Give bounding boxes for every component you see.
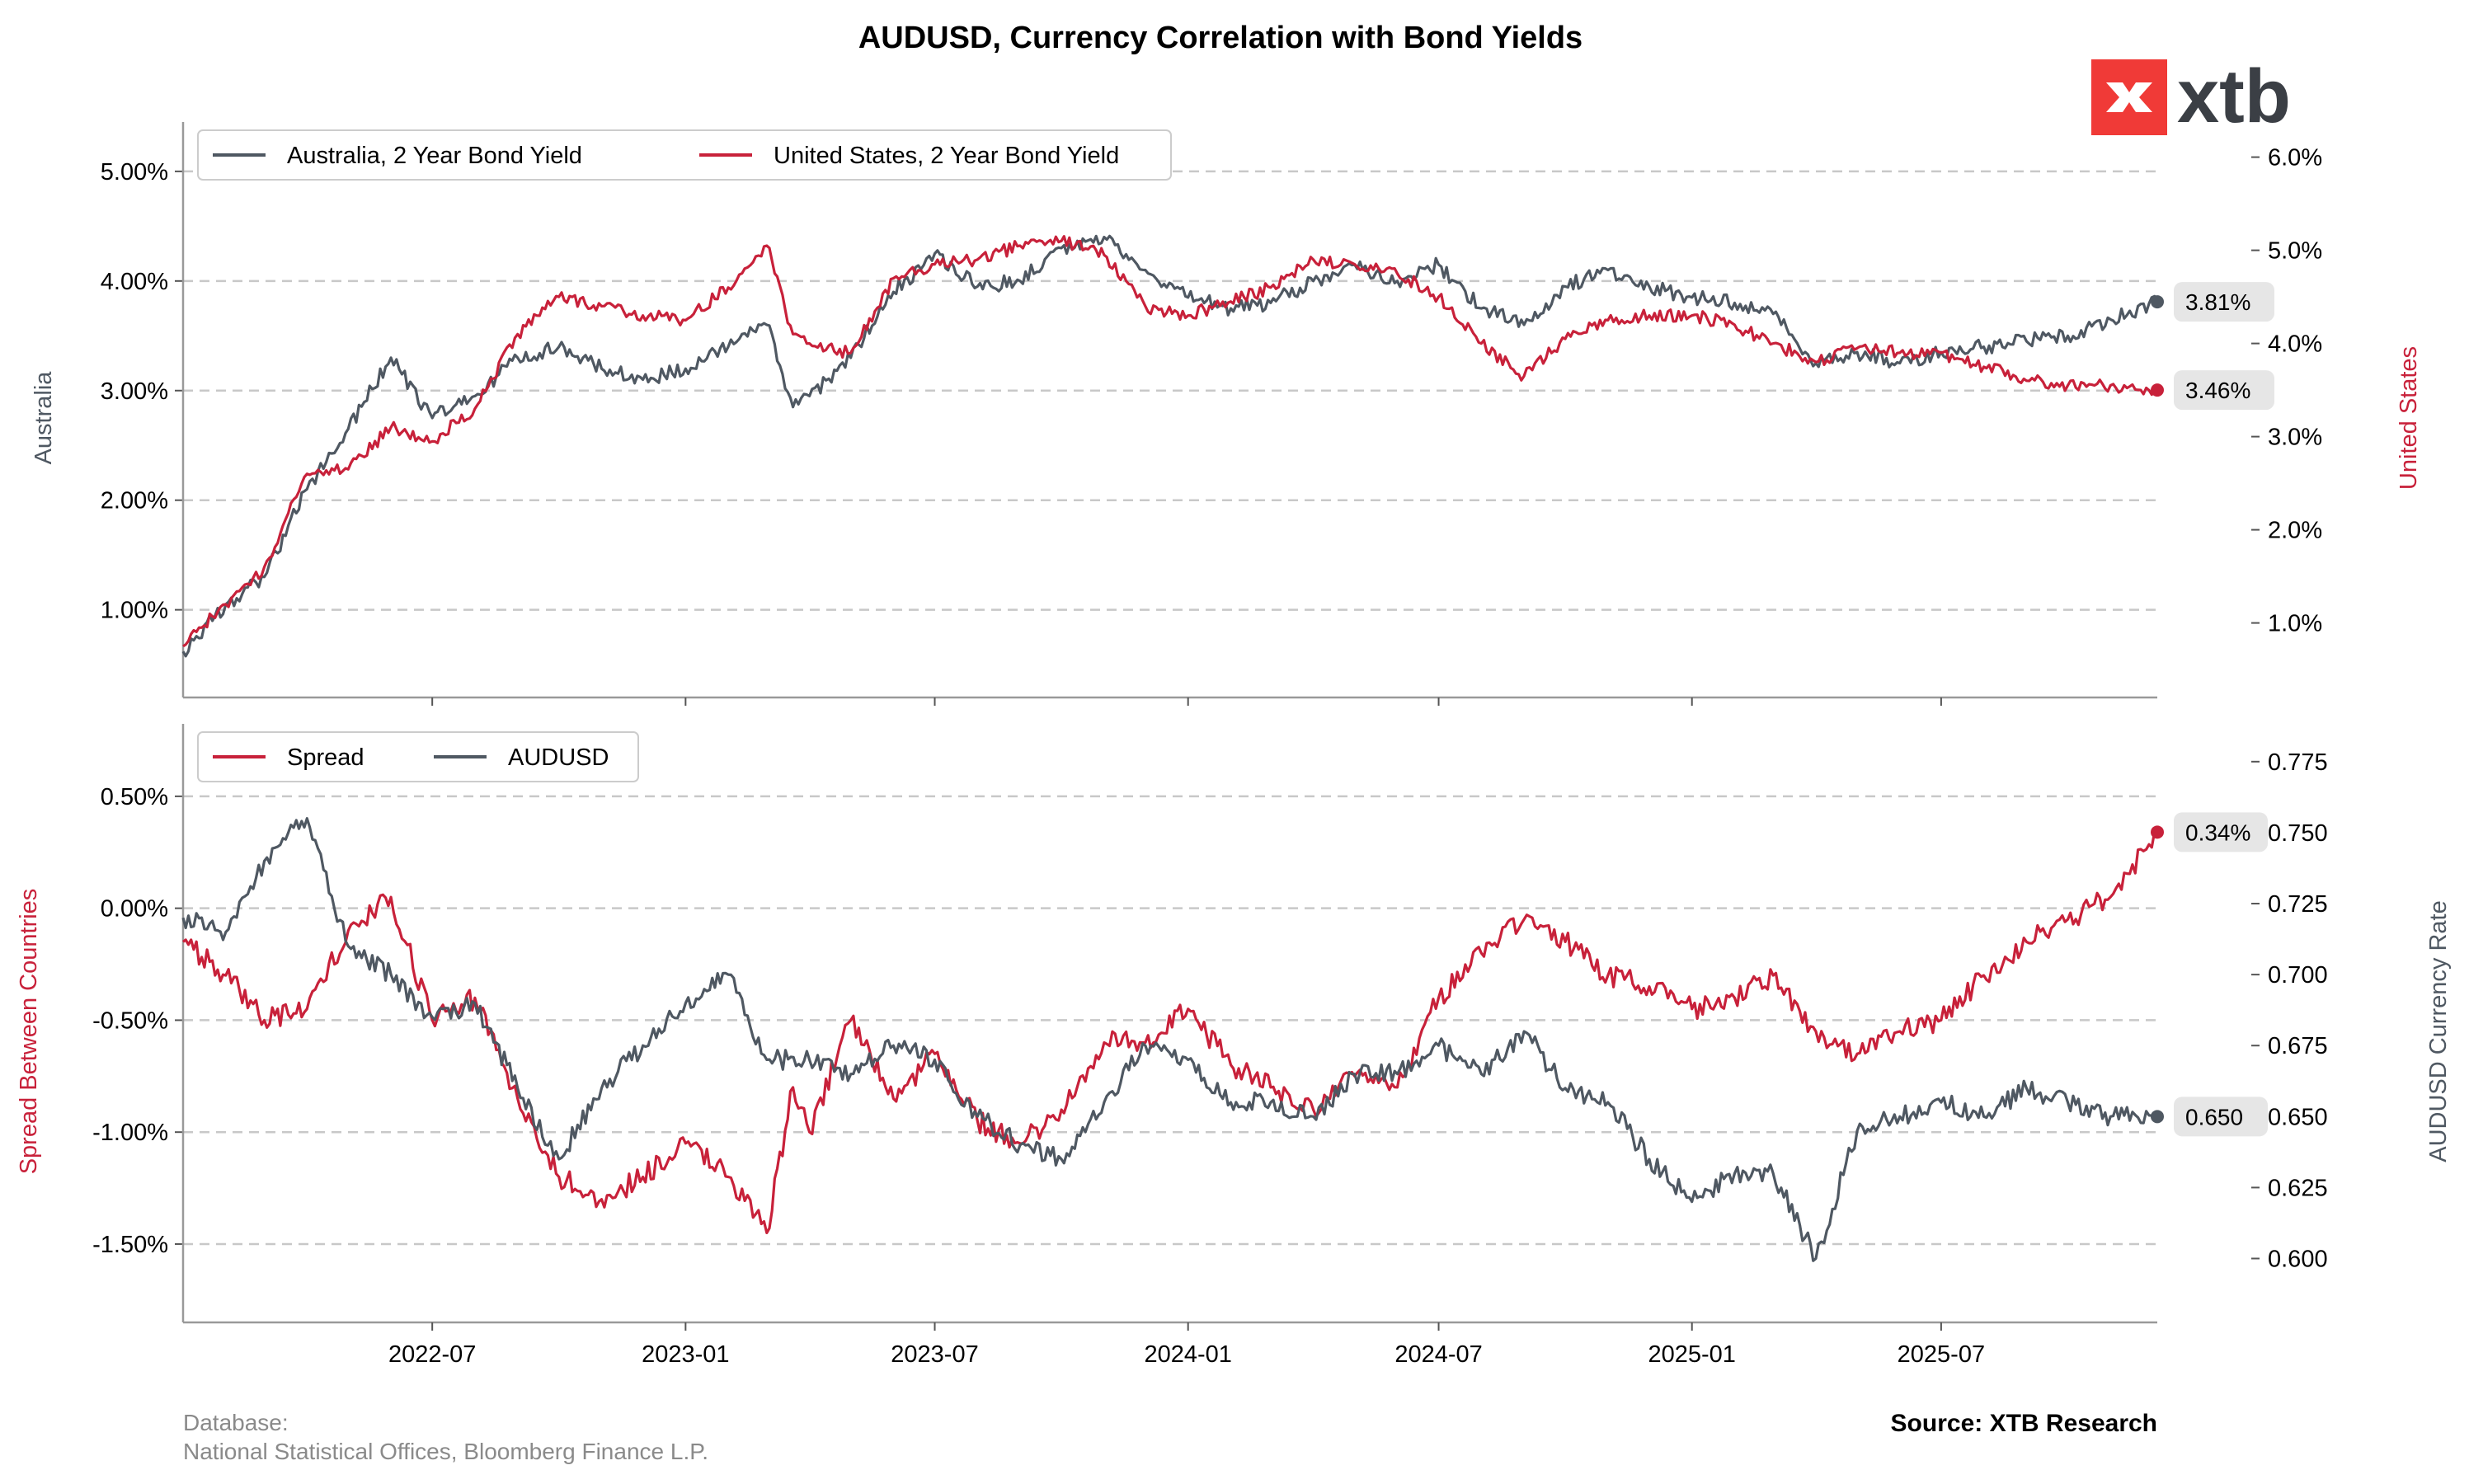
legend-box — [197, 731, 639, 782]
y-tick-label-right: 6.0% — [2268, 145, 2322, 171]
last-value-badge — [2174, 1097, 2268, 1137]
last-value-badge — [2174, 370, 2274, 411]
last-value-label: 0.34% — [2185, 819, 2250, 845]
x-tick-label: 2024-07 — [1394, 1341, 1482, 1368]
series-line-united-states-2-year-bond-yield — [182, 235, 2158, 648]
y-axis-label-right: United States — [2396, 346, 2422, 490]
series-end-marker — [2151, 1110, 2164, 1124]
xtb-logo-icon-mark — [2106, 82, 2152, 112]
last-value-label: 3.81% — [2185, 289, 2250, 315]
series-end-marker — [2151, 295, 2164, 309]
last-value-label: 3.46% — [2185, 378, 2250, 403]
last-value-badge — [2174, 812, 2268, 852]
y-tick-label-right: 0.650 — [2268, 1104, 2328, 1130]
y-tick-label-right: 0.675 — [2268, 1033, 2328, 1059]
legend-label: Spread — [287, 744, 364, 771]
y-tick-label-right: 0.625 — [2268, 1175, 2328, 1201]
y-tick-label-right: 4.0% — [2268, 331, 2322, 358]
x-tick-label: 2024-01 — [1144, 1341, 1231, 1368]
y-tick-label-right: 0.775 — [2268, 749, 2328, 776]
y-tick-label-right: 2.0% — [2268, 518, 2322, 544]
x-tick-label: 2023-07 — [891, 1341, 978, 1368]
top-panel: 1.00% 2.00% 3.00% 4.00% 5.00% 1.0% 2.0% 3.0% 4.0… — [31, 122, 2422, 706]
y-tick-label-right: 1.0% — [2268, 611, 2322, 637]
x-tick-label: 2023-01 — [642, 1341, 729, 1368]
y-tick-label-left: 5.00% — [101, 159, 168, 186]
chart-title: AUDUSD, Currency Correlation with Bond Y… — [858, 21, 1583, 55]
legend-box — [197, 129, 1172, 181]
y-tick-label-left: 1.00% — [101, 598, 168, 624]
series-line-australia-2-year-bond-yield — [181, 234, 2159, 658]
y-tick-label-left: 0.50% — [101, 784, 168, 810]
x-tick-label: 2025-01 — [1648, 1341, 1736, 1368]
y-tick-label-left: 2.00% — [101, 488, 168, 514]
y-tick-label-left: 3.00% — [101, 378, 168, 405]
y-tick-label-right: 3.0% — [2268, 425, 2322, 451]
y-tick-label-right: 5.0% — [2268, 238, 2322, 265]
x-tick-label: 2022-07 — [388, 1341, 476, 1368]
series-line-spread — [182, 830, 2158, 1234]
database-label: Database: — [183, 1410, 289, 1435]
series-end-marker — [2151, 383, 2164, 397]
series-line-audusd — [181, 817, 2159, 1262]
y-tick-label-right: 0.750 — [2268, 820, 2328, 847]
series-end-marker — [2151, 825, 2164, 839]
legend-label: Australia, 2 Year Bond Yield — [287, 143, 582, 169]
y-tick-label-left: -1.00% — [92, 1120, 168, 1146]
y-axis-label-left: Australia — [31, 371, 57, 465]
y-axis-label-left: Spread Between Countries — [16, 889, 42, 1175]
y-tick-label-left: 4.00% — [101, 269, 168, 295]
y-tick-label-left: -0.50% — [92, 1007, 168, 1034]
legend-label: United States, 2 Year Bond Yield — [774, 143, 1119, 169]
y-axis-label-right: AUDUSD Currency Rate — [2425, 900, 2452, 1162]
source-label: Source: XTB Research — [1891, 1410, 2157, 1437]
y-tick-label-left: -1.50% — [92, 1232, 168, 1258]
xtb-logo: xtb — [2091, 54, 2291, 139]
y-tick-label-right: 0.700 — [2268, 962, 2328, 989]
last-value-badge — [2174, 282, 2274, 322]
logo-text: xtb — [2177, 54, 2291, 139]
y-tick-label-right: 0.600 — [2268, 1247, 2328, 1273]
y-tick-label-right: 0.725 — [2268, 891, 2328, 918]
y-tick-label-left: 0.00% — [101, 896, 168, 923]
bottom-panel: -1.50% -1.00% -0.50% 0.00% 0.50% 0.600 0.625 0.… — [16, 724, 2452, 1368]
last-value-label: 0.650 — [2185, 1104, 2243, 1129]
x-tick-label: 2025-07 — [1898, 1341, 1985, 1368]
database-value: National Statistical Offices, Bloomberg … — [183, 1439, 708, 1464]
legend-label: AUDUSD — [508, 744, 609, 771]
